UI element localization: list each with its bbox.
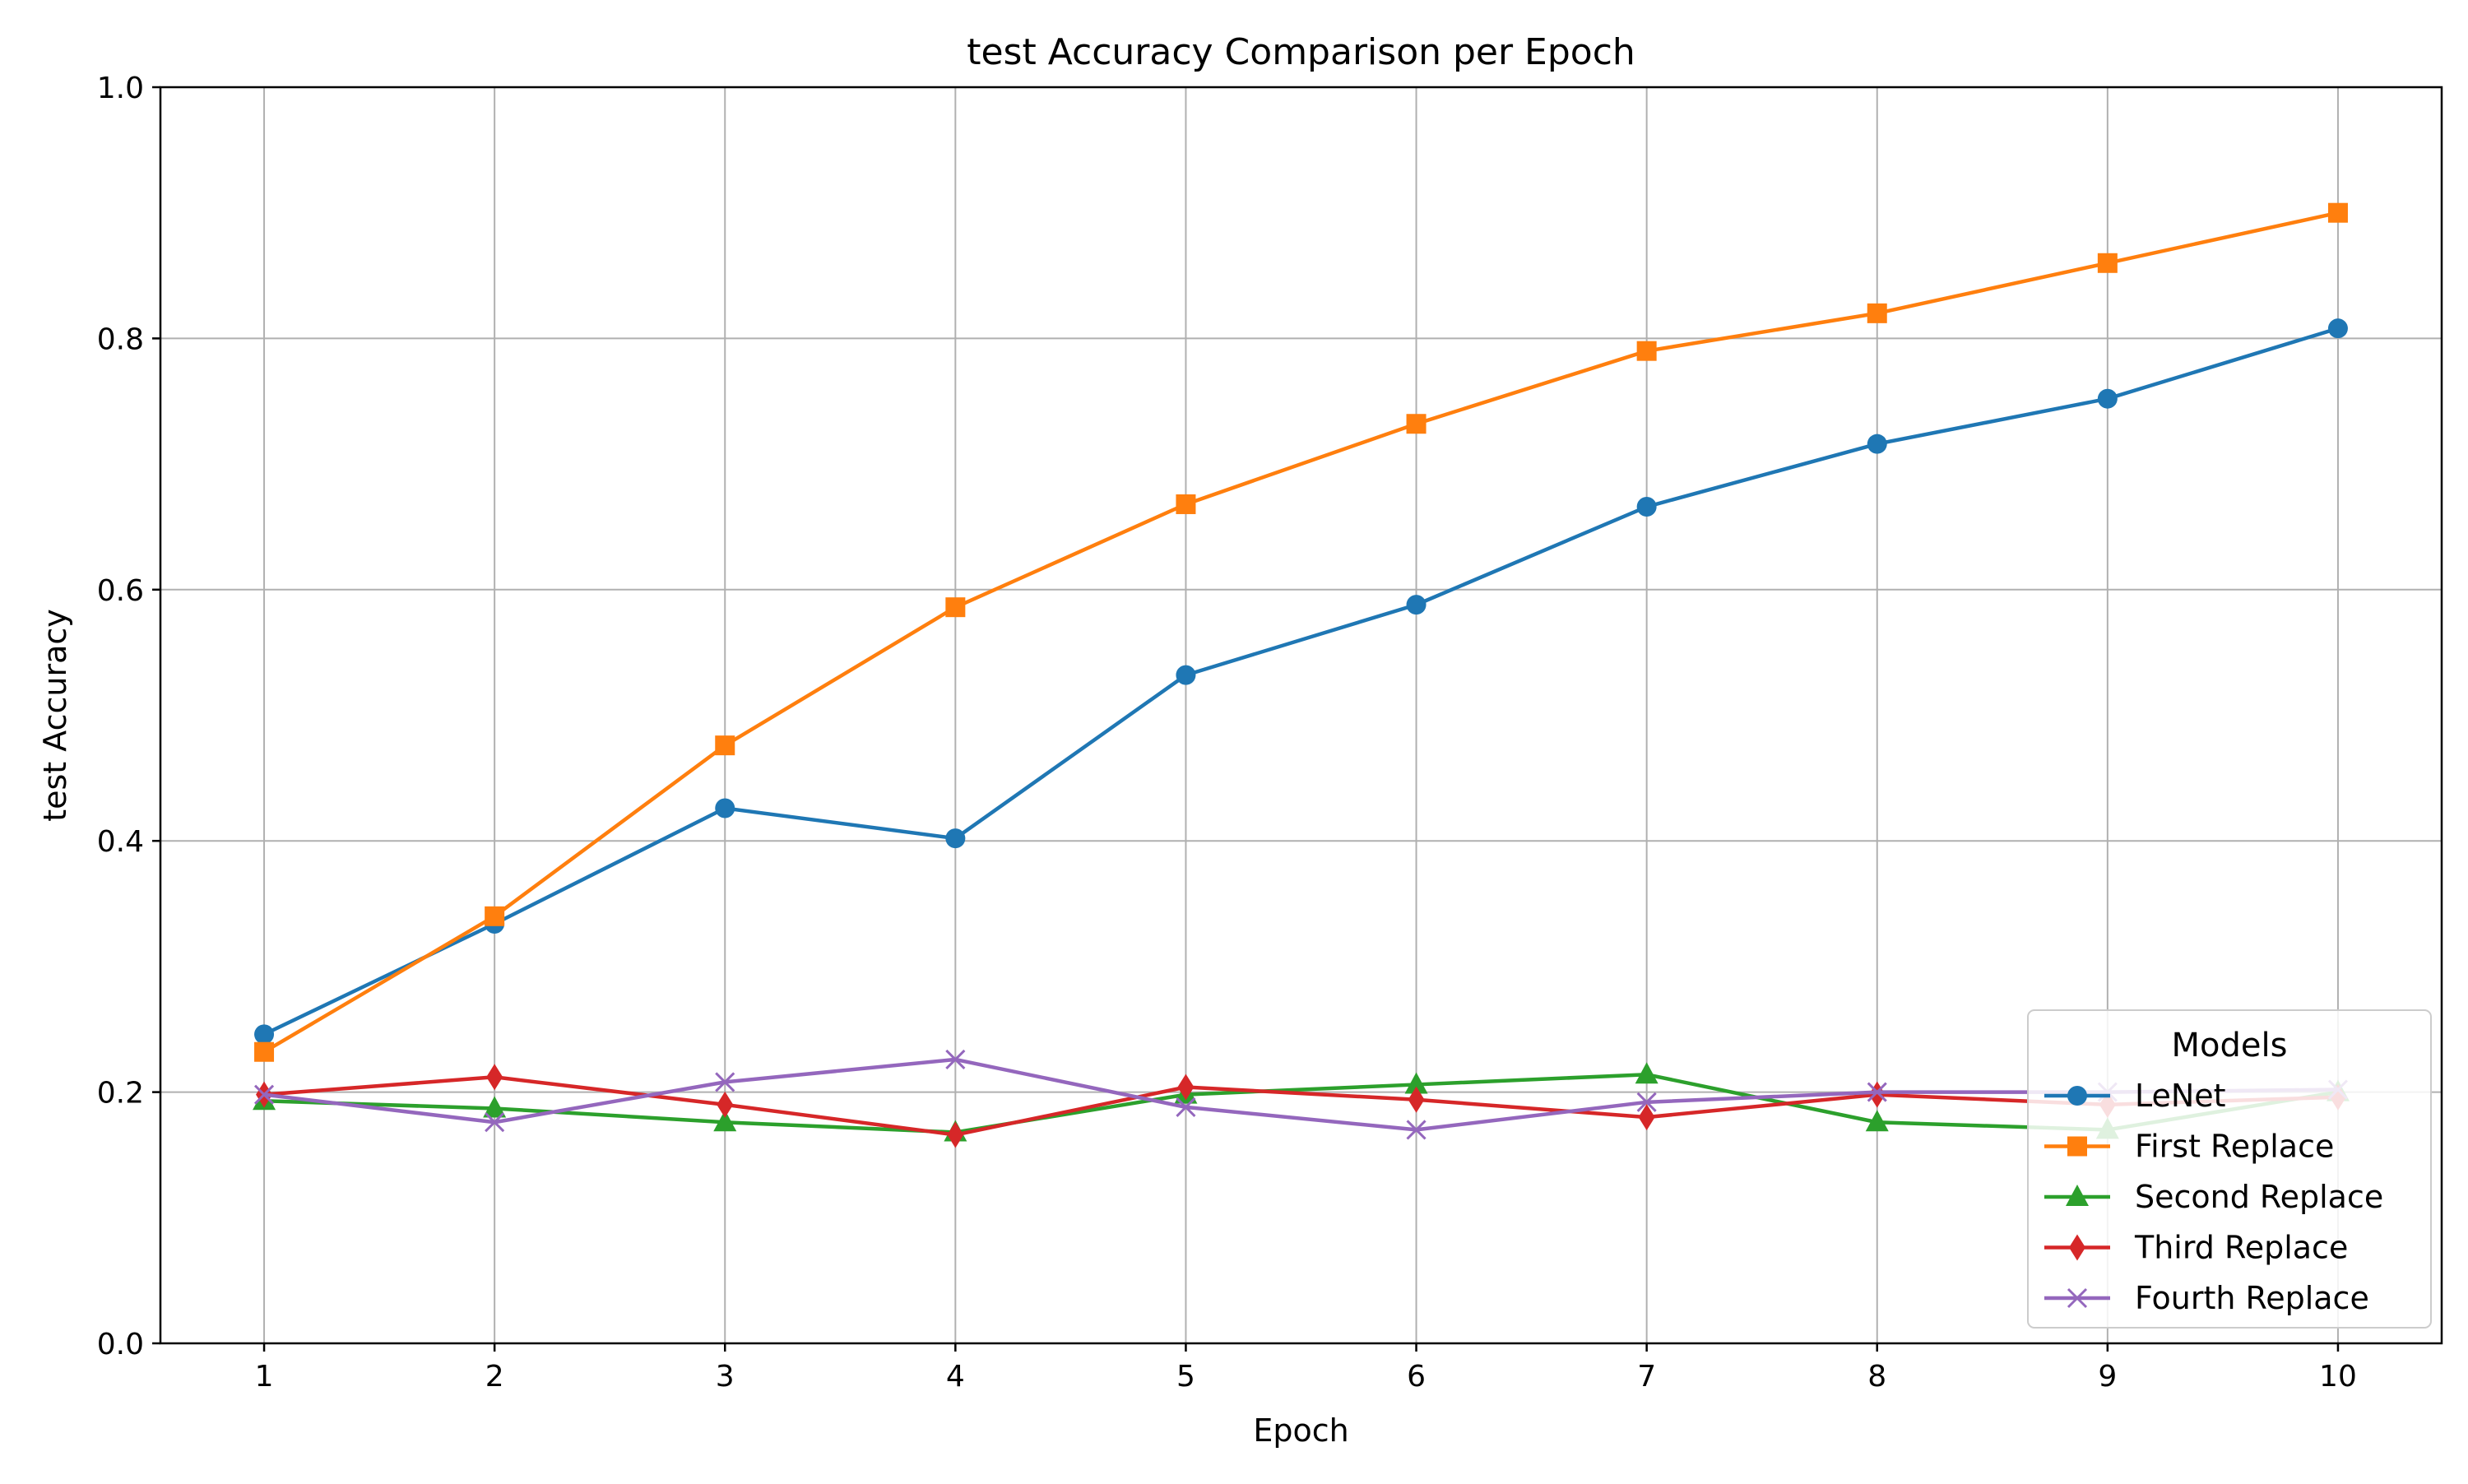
data-point-first-replace <box>2327 202 2348 223</box>
legend-swatch-marker <box>2067 1086 2087 1106</box>
axis-ticks: 1 2 3 4 5 6 7 8 9 10 0.0 0.2 0.4 0.6 0.8 1.0 <box>97 72 2357 1394</box>
data-point-third-replace <box>1638 1104 1655 1131</box>
x-tick-label: 8 <box>1867 1360 1886 1394</box>
data-point-third-replace <box>486 1064 503 1091</box>
series-line-fourth-replace <box>263 1057 2338 1132</box>
series-line-first-replace <box>262 211 2339 1054</box>
data-point-second-replace <box>1404 1072 1428 1094</box>
legend-item-lenet: LeNet <box>2044 1078 2226 1114</box>
y-tick-label: 0.2 <box>97 1077 144 1111</box>
data-point-fourth-replace <box>1406 1120 1427 1140</box>
data-point-first-replace <box>254 1041 275 1062</box>
legend-label: Fourth Replace <box>2135 1280 2369 1316</box>
legend-swatch-marker <box>2069 1234 2085 1261</box>
legend-box <box>2027 1009 2432 1329</box>
data-point-lenet <box>1176 665 1196 685</box>
plot-area-frame <box>159 86 2443 1345</box>
series-lenet <box>254 318 2348 1045</box>
legend-swatch-marker <box>2066 1185 2089 1206</box>
data-point-fourth-replace <box>715 1072 735 1092</box>
data-point-first-replace <box>1176 494 1196 514</box>
legend-label: Second Replace <box>2135 1179 2383 1215</box>
data-point-second-replace <box>483 1096 507 1118</box>
data-point-third-replace <box>1177 1074 1195 1101</box>
y-tick-label: 0.4 <box>97 825 144 859</box>
data-point-first-replace <box>1867 303 1887 323</box>
data-point-fourth-replace <box>1176 1097 1196 1117</box>
data-point-first-replace <box>2097 253 2118 273</box>
legend-item-fourth-replace: Fourth Replace <box>2044 1280 2369 1316</box>
data-point-fourth-replace <box>1867 1082 1887 1102</box>
data-point-lenet <box>715 798 735 819</box>
data-point-third-replace <box>1408 1086 1425 1113</box>
data-point-third-replace <box>717 1091 734 1118</box>
y-tick-label: 0.0 <box>97 1328 144 1361</box>
x-tick-label: 2 <box>485 1360 504 1394</box>
series-line-second-replace <box>263 1072 2339 1134</box>
legend-item-second-replace: Second Replace <box>2044 1179 2383 1215</box>
y-tick-label: 0.6 <box>97 574 144 608</box>
data-point-lenet <box>2097 388 2118 409</box>
data-point-fourth-replace <box>485 1112 505 1133</box>
data-point-first-replace <box>485 906 505 926</box>
series-line-lenet <box>263 327 2339 1036</box>
data-point-lenet <box>1406 595 1427 615</box>
data-point-fourth-replace <box>1636 1092 1657 1112</box>
x-tick-label: 9 <box>2098 1360 2117 1394</box>
x-tick-label: 5 <box>1176 1360 1195 1394</box>
legend-item-first-replace: First Replace <box>2044 1129 2334 1165</box>
chart-title: test Accuracy Comparison per Epoch <box>967 31 1635 73</box>
legend-label: LeNet <box>2135 1078 2226 1114</box>
series-first-replace <box>254 202 2348 1062</box>
x-tick-label: 4 <box>946 1360 965 1394</box>
data-point-lenet <box>945 828 966 849</box>
data-point-second-replace <box>1635 1062 1658 1084</box>
data-point-lenet <box>1867 434 1887 454</box>
y-axis-label: test Accuracy <box>37 609 73 822</box>
data-point-third-replace <box>947 1121 964 1148</box>
data-point-fourth-replace <box>253 1084 275 1105</box>
legend-swatch-marker <box>2067 1287 2088 1309</box>
x-tick-label: 1 <box>255 1360 274 1394</box>
data-point-lenet <box>2327 318 2348 339</box>
x-tick-label: 10 <box>2319 1360 2357 1394</box>
data-point-fourth-replace <box>945 1049 966 1069</box>
x-axis-label: Epoch <box>1253 1412 1348 1449</box>
data-point-first-replace <box>945 597 966 618</box>
x-tick-label: 7 <box>1637 1360 1656 1394</box>
series-line-third-replace <box>263 1075 2339 1137</box>
data-point-first-replace <box>1636 341 1657 361</box>
y-tick-label: 1.0 <box>97 72 144 105</box>
data-point-first-replace <box>1406 414 1427 434</box>
legend-title: Models <box>2172 1027 2288 1064</box>
legend-label: First Replace <box>2135 1129 2334 1165</box>
legend-items: LeNet First Replace Second Replace Third Re… <box>2044 1078 2383 1316</box>
x-tick-label: 3 <box>716 1360 735 1394</box>
legend-label: Third Replace <box>2134 1230 2348 1266</box>
legend: Models LeNet First Replace Second Replace T… <box>2027 1009 2432 1329</box>
data-point-second-replace <box>713 1110 737 1132</box>
data-point-lenet <box>1636 497 1657 517</box>
legend-swatch-marker <box>2067 1136 2087 1157</box>
series-group <box>253 202 2350 1148</box>
data-point-first-replace <box>715 735 735 756</box>
legend-item-third-replace: Third Replace <box>2044 1230 2348 1266</box>
y-tick-label: 0.8 <box>97 322 144 356</box>
data-point-second-replace <box>1865 1110 1889 1132</box>
x-tick-label: 6 <box>1407 1360 1426 1394</box>
data-point-lenet <box>254 1024 275 1045</box>
